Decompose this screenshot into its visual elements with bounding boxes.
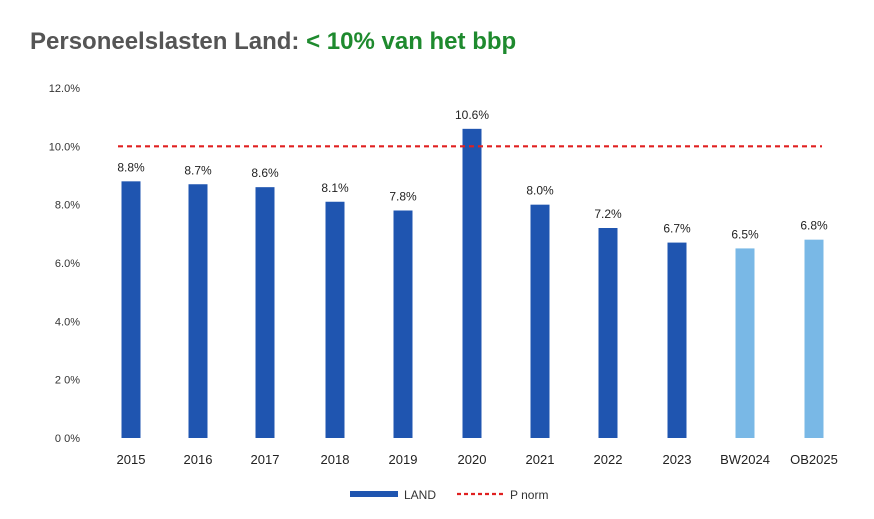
bar [393, 210, 413, 438]
y-tick-label: 4.0% [55, 316, 80, 328]
data-label: 8.0% [526, 184, 554, 198]
data-label: 8.8% [117, 160, 145, 174]
y-tick-label: 8.0% [55, 200, 80, 212]
data-label: 7.2% [594, 207, 622, 221]
legend-swatch-land [350, 491, 398, 497]
y-tick-label: 6.0% [55, 258, 80, 270]
x-tick-label: OB2025 [790, 452, 838, 467]
bar [804, 239, 824, 438]
bar [598, 228, 618, 438]
x-tick-label: 2017 [251, 452, 280, 467]
x-tick-label: 2016 [184, 452, 213, 467]
x-tick-label: 2018 [321, 452, 350, 467]
x-tick-label: 2021 [526, 452, 555, 467]
y-tick-label: 0 0% [55, 433, 80, 445]
legend-label-norm: P norm [510, 488, 548, 502]
bar [188, 184, 208, 438]
y-tick-label: 2 0% [55, 375, 80, 387]
data-label: 6.5% [731, 227, 759, 241]
data-label: 8.7% [184, 163, 212, 177]
bar [462, 128, 482, 439]
bar [325, 201, 345, 438]
chart-title-highlight: < 10% van het bbp [306, 28, 517, 55]
data-label: 8.1% [321, 181, 349, 195]
bar [255, 187, 275, 438]
chart-title: Personeelslasten Land: < 10% van het bbp [30, 28, 516, 56]
x-tick-label: 2022 [594, 452, 623, 467]
bar [667, 242, 687, 438]
legend-label-land: LAND [404, 488, 436, 502]
chart-title-main: Personeelslasten Land: [30, 28, 300, 55]
data-label: 7.8% [389, 190, 417, 204]
x-tick-label: 2015 [117, 452, 146, 467]
data-label: 8.6% [251, 166, 279, 180]
x-tick-label: 2023 [663, 452, 692, 467]
x-tick-label: BW2024 [720, 452, 770, 467]
data-label: 6.7% [663, 222, 691, 236]
x-tick-label: 2019 [389, 452, 418, 467]
bar [530, 204, 550, 438]
y-tick-label: 10.0% [49, 141, 80, 153]
data-label: 10.6% [455, 108, 489, 122]
y-tick-label: 12.0% [49, 83, 80, 95]
bar [121, 181, 141, 439]
data-label: 6.8% [800, 219, 828, 233]
x-tick-label: 2020 [458, 452, 487, 467]
bar [735, 248, 755, 438]
